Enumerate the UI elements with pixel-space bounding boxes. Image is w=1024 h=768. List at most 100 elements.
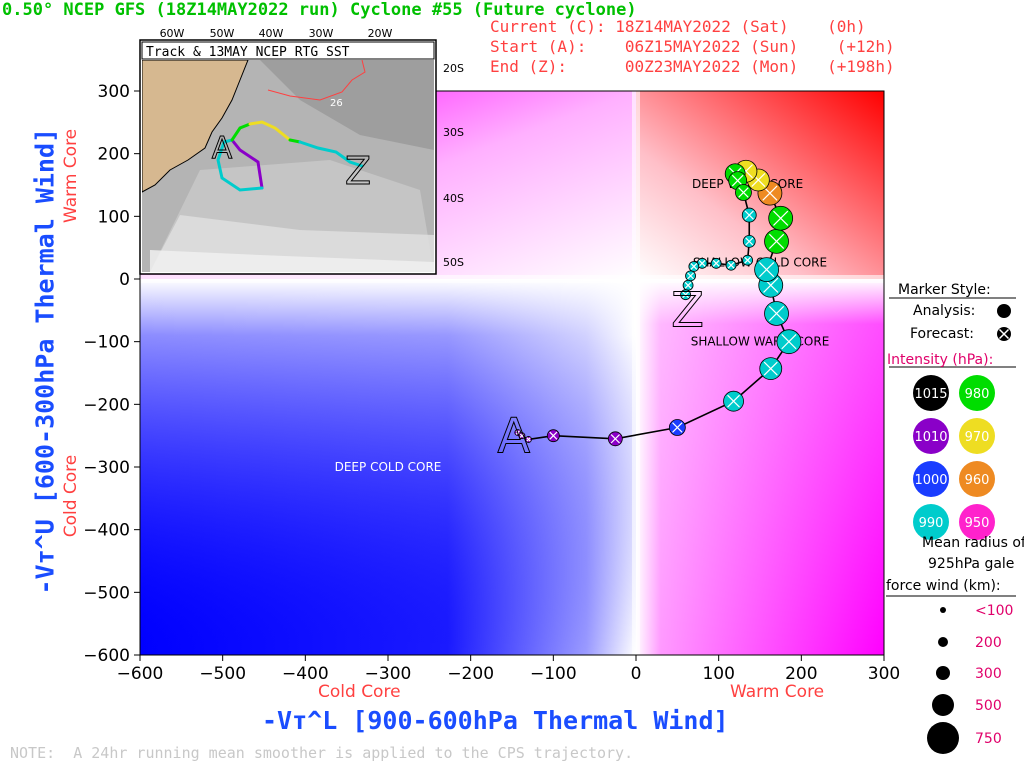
intensity-label: 950: [965, 516, 990, 531]
plot-frame: [139, 90, 885, 656]
forecast-cross: [773, 210, 789, 226]
start-time: Start (A): 06Z15MAY2022 (Sun) (+12h): [490, 37, 895, 56]
y-axis-label: -Vт^U [600-300hPa Thermal Wind]: [30, 127, 60, 595]
inset-title-box: [141, 41, 435, 60]
track-segment: [248, 120, 292, 142]
x-tick-label: 300: [868, 664, 900, 684]
intensity-swatch: [913, 375, 949, 411]
legend-radius-title-2: 925hPa gale: [928, 556, 1015, 572]
sst-band: [150, 250, 434, 272]
sst-26-label: 26: [330, 98, 343, 109]
forecast-cross: [712, 259, 720, 267]
inset-lon-label: 50W: [210, 27, 235, 40]
inset-lon-label: 20W: [368, 27, 393, 40]
intensity-swatch: [913, 504, 949, 540]
intensity-swatch: [959, 375, 995, 411]
intensity-label: 980: [965, 387, 990, 402]
track-segment: [216, 138, 264, 192]
inset-lon-label: 60W: [160, 27, 185, 40]
cps-track: AZ: [497, 159, 802, 465]
forecast-cross: [763, 361, 778, 376]
inset-lon-label: 40W: [259, 27, 284, 40]
intensity-swatch: [959, 461, 995, 497]
end-time: End (Z): 00Z23MAY2022 (Mon) (+198h): [490, 57, 895, 76]
radius-label: 200: [975, 635, 1002, 651]
y-tick-label: −200: [83, 395, 130, 415]
intensity-label: 1000: [914, 473, 947, 488]
track-segment: [288, 138, 302, 144]
y-tick-label: −600: [83, 646, 130, 666]
x-tick-label: −100: [530, 664, 577, 684]
forecast-cross: [690, 263, 698, 270]
intensity-label: 960: [965, 473, 990, 488]
x-tick-label: −200: [447, 664, 494, 684]
y-tick-label: −500: [83, 583, 130, 603]
forecast-cross: [684, 281, 692, 289]
intensity-swatch: [913, 461, 949, 497]
x-cold-core-label: Cold Core: [318, 682, 401, 702]
x-warm-core-label: Warm Core: [730, 682, 825, 702]
radius-label: 500: [975, 698, 1002, 714]
x-axis-label: -Vт^L [900-600hPa Thermal Wind]: [262, 706, 729, 735]
x-tick-label: −500: [199, 664, 246, 684]
forecast-cross: [998, 328, 1010, 340]
legend-intensity-title: Intensity (hPa):: [887, 352, 994, 368]
south-america-land: [142, 60, 249, 193]
radius-marker: [938, 637, 948, 647]
track-segment: [230, 138, 264, 190]
forecast-cross: [731, 174, 744, 187]
forecast-cross: [781, 334, 797, 350]
forecast-cross: [744, 210, 754, 220]
legend-forecast: Forecast:: [910, 326, 974, 342]
legend-radius-title-3: force wind (km):: [886, 578, 1001, 594]
shallow-warm-core-fade: [636, 279, 884, 655]
forecast-cross: [610, 434, 620, 444]
forecast-cross: [727, 394, 740, 408]
y-tick-label: 200: [98, 145, 130, 165]
forecast-cross: [727, 261, 735, 269]
y-tick-label: −300: [83, 458, 130, 478]
region-label: SHALLOW WARM CORE: [691, 335, 830, 349]
chart-title: 0.50° NCEP GFS (18Z14MAY2022 run) Cyclon…: [2, 0, 637, 20]
forecast-cross: [744, 256, 752, 264]
x-tick-label: 0: [631, 664, 642, 684]
end-marker-z: Z: [671, 283, 704, 339]
forecast-cross: [687, 272, 694, 280]
intensity-swatch: [959, 504, 995, 540]
intensity-label: 1015: [914, 387, 947, 402]
analysis-marker: [997, 304, 1011, 318]
y-tick-label: 100: [98, 207, 130, 227]
intensity-label: 990: [919, 516, 944, 531]
forecast-cross: [768, 233, 785, 250]
inset-lat-label: 20S: [443, 62, 464, 75]
zero-y-band: [140, 275, 884, 283]
forecast-cross: [682, 291, 690, 299]
radius-label: 300: [975, 666, 1002, 682]
radius-marker: [927, 722, 959, 754]
forecast-cross: [519, 433, 525, 438]
forecast-cross: [768, 305, 785, 322]
forecast-cross: [672, 422, 683, 433]
forecast-cross: [549, 431, 558, 440]
forecast-cross: [758, 261, 775, 278]
start-marker-a: A: [497, 409, 530, 465]
intensity-label: 1010: [914, 430, 947, 445]
legend-radius-title-1: Mean radius of: [922, 535, 1024, 551]
radius-marker: [940, 607, 946, 613]
inset-title: Track & 13MAY NCEP RTG SST: [146, 45, 350, 60]
forecast-cross: [698, 259, 706, 267]
radius-marker: [932, 694, 954, 716]
y-tick-label: −400: [83, 521, 130, 541]
radius-label: <100: [975, 603, 1013, 619]
radius-marker: [936, 666, 950, 680]
x-tick-label: −600: [117, 664, 164, 684]
y-tick-label: 0: [119, 270, 130, 290]
radius-label: 750: [975, 731, 1002, 747]
inset-lat-label: 30S: [443, 126, 464, 139]
legend-markers: 1015 980 1010 970 1000 960 990 950 <100 200 300 500…: [886, 297, 1016, 754]
zero-x-band: [632, 91, 640, 655]
inset-map: 26 A Z: [142, 60, 434, 272]
forecast-cross: [738, 187, 749, 198]
inset-lon-label: 30W: [309, 27, 334, 40]
